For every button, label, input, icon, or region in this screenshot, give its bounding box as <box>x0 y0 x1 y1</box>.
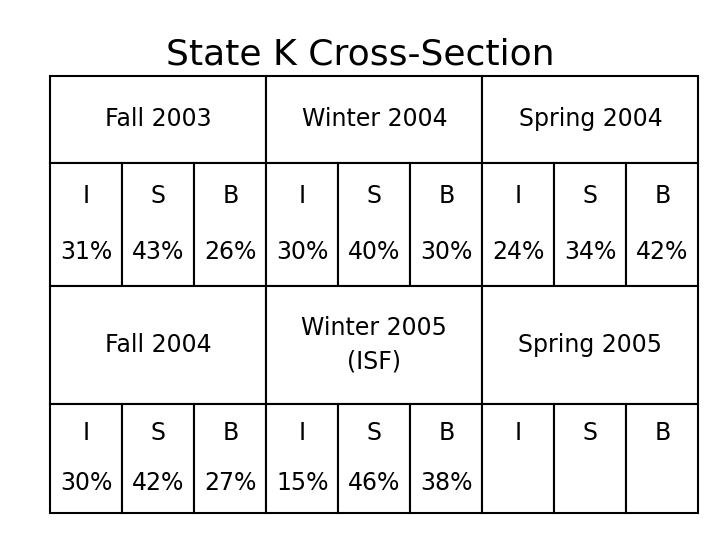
Text: I: I <box>83 184 90 208</box>
Bar <box>266 163 338 286</box>
Text: I: I <box>83 421 90 445</box>
Bar <box>626 163 698 286</box>
Text: I: I <box>515 184 522 208</box>
Text: Fall 2003: Fall 2003 <box>105 107 212 131</box>
Text: Winter 2005
(ISF): Winter 2005 (ISF) <box>302 316 447 373</box>
Text: I: I <box>515 421 522 445</box>
Text: 26%: 26% <box>204 240 256 265</box>
Text: S: S <box>151 184 166 208</box>
Text: 42%: 42% <box>132 471 184 496</box>
Bar <box>410 404 482 513</box>
Text: B: B <box>438 184 454 208</box>
Bar <box>554 163 626 286</box>
Text: 43%: 43% <box>132 240 184 265</box>
Text: B: B <box>654 184 670 208</box>
Text: S: S <box>367 421 382 445</box>
Text: I: I <box>299 184 306 208</box>
Bar <box>50 163 122 286</box>
Bar <box>338 404 410 513</box>
Bar <box>266 404 338 513</box>
Bar <box>482 286 698 404</box>
Text: S: S <box>367 184 382 208</box>
Text: Spring 2004: Spring 2004 <box>518 107 662 131</box>
Text: I: I <box>299 421 306 445</box>
Text: B: B <box>222 421 238 445</box>
Text: S: S <box>583 184 598 208</box>
Bar <box>554 404 626 513</box>
Bar <box>194 163 266 286</box>
Text: 38%: 38% <box>420 471 472 496</box>
Bar <box>122 404 194 513</box>
Text: State K Cross-Section: State K Cross-Section <box>166 38 554 72</box>
Text: 30%: 30% <box>420 240 472 265</box>
Text: S: S <box>583 421 598 445</box>
Text: B: B <box>222 184 238 208</box>
Text: S: S <box>151 421 166 445</box>
Bar <box>482 404 554 513</box>
Text: Fall 2004: Fall 2004 <box>105 333 212 356</box>
Text: 34%: 34% <box>564 240 616 265</box>
Bar <box>50 76 266 163</box>
Text: 31%: 31% <box>60 240 112 265</box>
Bar <box>338 163 410 286</box>
Bar <box>410 163 482 286</box>
Text: B: B <box>654 421 670 445</box>
Bar <box>266 76 482 163</box>
Text: 40%: 40% <box>348 240 400 265</box>
Bar <box>194 404 266 513</box>
Bar <box>50 404 122 513</box>
Text: B: B <box>438 421 454 445</box>
Bar <box>626 404 698 513</box>
Text: 24%: 24% <box>492 240 544 265</box>
Bar <box>266 286 482 404</box>
Text: 46%: 46% <box>348 471 400 496</box>
Text: 30%: 30% <box>60 471 112 496</box>
Text: 30%: 30% <box>276 240 328 265</box>
Text: Winter 2004: Winter 2004 <box>302 107 447 131</box>
Bar <box>122 163 194 286</box>
Bar <box>482 163 554 286</box>
Text: 42%: 42% <box>636 240 688 265</box>
Text: Spring 2005: Spring 2005 <box>518 333 662 356</box>
Text: 15%: 15% <box>276 471 328 496</box>
Bar <box>482 76 698 163</box>
Bar <box>50 286 266 404</box>
Text: 27%: 27% <box>204 471 256 496</box>
